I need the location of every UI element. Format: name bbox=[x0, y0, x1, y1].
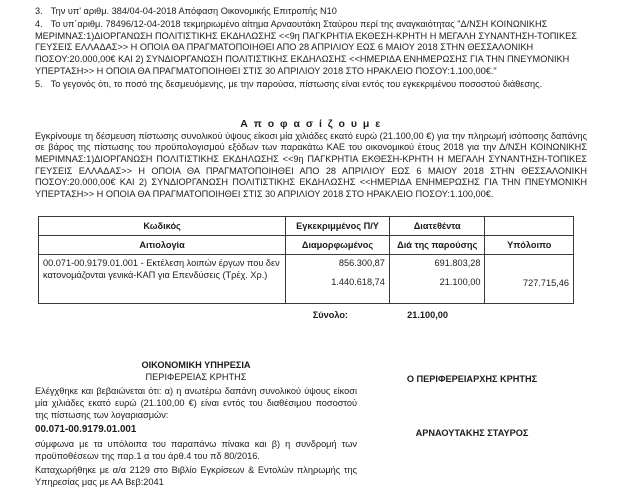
total-label: Σύνολο: bbox=[312, 309, 348, 320]
signer-title: Ο ΠΕΡΙΦΕΡΕΙΑΡΧΗΣ ΚΡΗΤΗΣ bbox=[406, 373, 538, 384]
budget-table: Κωδικός Εγκεκριμμένος Π/Υ Διατεθέντα Αιτ… bbox=[37, 215, 574, 304]
item-text: Την υπ' αριθμ. 384/04-04-2018 Απόφαση Οι… bbox=[50, 6, 337, 16]
preamble-list: 3. Την υπ' αριθμ. 384/04-04-2018 Απόφαση … bbox=[35, 6, 587, 91]
budget-table-section: Κωδικός Εγκεκριμμένος Π/Υ Διατεθέντα Αιτ… bbox=[37, 215, 587, 322]
conditions-text: σύμφωνα με τα υπόλοιπα του παραπάνω πίνα… bbox=[35, 439, 357, 462]
preamble-item-3: 3. Την υπ' αριθμ. 384/04-04-2018 Απόφαση … bbox=[35, 6, 587, 18]
registration-text: Καταχωρήθηκε με α/α 2129 στο Βιβλίο Εγκρ… bbox=[35, 465, 357, 488]
header-cell-code: Κωδικός bbox=[37, 215, 287, 236]
item-text: Το υπ΄αριθμ. 78496/12-04-2018 τεκμηριωμέ… bbox=[35, 18, 577, 76]
cell-approved-amounts: 856.300,87 1.440.618,74 bbox=[285, 253, 390, 304]
table-header-row-1: Κωδικός Εγκεκριμμένος Π/Υ Διατεθέντα bbox=[37, 215, 574, 236]
cell-code-description: 00.071-00.9179.01.001 - Εκτέλεση λοιπών … bbox=[37, 253, 287, 304]
approved-amount-2: 1.440.618,74 bbox=[331, 276, 385, 287]
decision-paragraph: Εγκρίνουμε τη δέσμευση πίστωσης συνολικο… bbox=[35, 130, 587, 200]
header-cell-balance: Υπόλοιπο bbox=[484, 234, 574, 255]
approved-amount-1: 856.300,87 bbox=[338, 257, 385, 268]
footer-section: ΟΙΚΟΝΟΜΙΚΗ ΥΠΗΡΕΣΙΑ ΠΕΡΙΦΕΡΕΙΑΣ ΚΡΗΤΗΣ Ε… bbox=[35, 359, 587, 489]
table-header-row-2: Αιτιολογία Διαμορφωμένος Διά της παρούση… bbox=[37, 234, 574, 255]
header-cell-justification: Αιτιολογία bbox=[37, 234, 287, 255]
total-row: Σύνολο: 21.100,00 bbox=[38, 310, 587, 322]
total-value: 21.100,00 bbox=[407, 309, 448, 320]
preamble-item-5: 5. Το γεγονός ότι, το ποσό της δεσμευόμεν… bbox=[35, 79, 587, 91]
item-number: 3. bbox=[35, 6, 43, 16]
verification-text: Ελέγχθηκε και βεβαιώνεται ότι: α) η ανωτ… bbox=[35, 385, 357, 420]
allocated-amount-1: 691.803,28 bbox=[434, 257, 481, 268]
signer-name: ΑΡΝΑΟΥΤΑΚΗΣ ΣΤΑΥΡΟΣ bbox=[415, 428, 529, 439]
item-number: 5. bbox=[35, 78, 43, 89]
header-cell-by-present: Διά της παρούσης bbox=[388, 234, 486, 255]
cell-balance-amount: 727.715,46 bbox=[484, 253, 574, 304]
signature-block: Ο ΠΕΡΙΦΕΡΕΙΑΡΧΗΣ ΚΡΗΤΗΣ ΑΡΝΑΟΥΤΑΚΗΣ ΣΤΑΥ… bbox=[357, 359, 587, 489]
allocated-amount-2: 21.100,00 bbox=[439, 276, 481, 287]
cell-allocated-amounts: 691.803,28 21.100,00 bbox=[388, 253, 486, 304]
account-code: 00.071-00.9179.01.001 bbox=[35, 424, 137, 436]
item-number: 4. bbox=[35, 18, 43, 29]
financial-service-title: ΟΙΚΟΝΟΜΙΚΗ ΥΠΗΡΕΣΙΑ bbox=[141, 359, 251, 370]
financial-service-subtitle: ΠΕΡΙΦΕΡΕΙΑΣ ΚΡΗΤΗΣ bbox=[145, 371, 247, 382]
preamble-item-4: 4. Το υπ΄αριθμ. 78496/12-04-2018 τεκμηριω… bbox=[35, 19, 587, 78]
header-cell-empty bbox=[484, 215, 574, 236]
balance-amount: 727.715,46 bbox=[523, 277, 569, 288]
item-text: Το γεγονός ότι, το ποσό της δεσμευόμενης… bbox=[50, 78, 543, 89]
table-data-row: 00.071-00.9179.01.001 - Εκτέλεση λοιπών … bbox=[37, 253, 574, 304]
financial-service-block: ΟΙΚΟΝΟΜΙΚΗ ΥΠΗΡΕΣΙΑ ΠΕΡΙΦΕΡΕΙΑΣ ΚΡΗΤΗΣ Ε… bbox=[35, 359, 357, 489]
header-cell-allocated: Διατεθέντα bbox=[388, 215, 486, 236]
decision-heading: Α π ο φ α σ ί ζ ο υ μ ε bbox=[240, 117, 382, 130]
header-cell-approved-budget: Εγκεκριμμένος Π/Υ bbox=[285, 215, 390, 236]
header-cell-formed: Διαμορφωμένος bbox=[285, 234, 390, 255]
